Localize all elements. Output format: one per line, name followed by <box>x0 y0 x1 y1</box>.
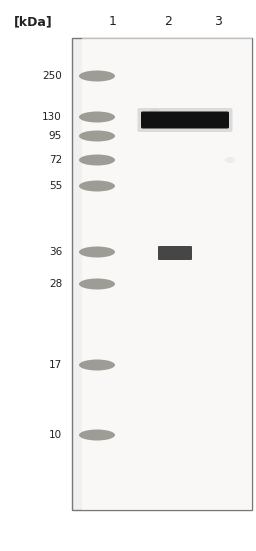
Ellipse shape <box>79 154 115 165</box>
Text: 250: 250 <box>42 71 62 81</box>
Text: [kDa]: [kDa] <box>14 15 53 28</box>
Ellipse shape <box>225 157 235 163</box>
Bar <box>72 38 252 510</box>
Text: 95: 95 <box>49 131 62 141</box>
Text: 72: 72 <box>49 155 62 165</box>
Text: 28: 28 <box>49 279 62 289</box>
Ellipse shape <box>79 278 115 289</box>
Text: 10: 10 <box>49 430 62 440</box>
Bar <box>82 38 252 510</box>
Text: 3: 3 <box>214 15 222 28</box>
FancyBboxPatch shape <box>158 246 192 260</box>
Text: 1: 1 <box>109 15 117 28</box>
Ellipse shape <box>149 109 161 117</box>
Text: 130: 130 <box>42 112 62 122</box>
Ellipse shape <box>79 246 115 257</box>
Ellipse shape <box>79 359 115 370</box>
Text: 17: 17 <box>49 360 62 370</box>
Ellipse shape <box>79 429 115 440</box>
Text: 55: 55 <box>49 181 62 191</box>
Ellipse shape <box>79 111 115 122</box>
Text: 36: 36 <box>49 247 62 257</box>
Text: 2: 2 <box>164 15 172 28</box>
FancyBboxPatch shape <box>141 111 229 128</box>
Ellipse shape <box>79 71 115 82</box>
FancyBboxPatch shape <box>137 108 232 132</box>
Ellipse shape <box>79 181 115 192</box>
Ellipse shape <box>79 131 115 142</box>
